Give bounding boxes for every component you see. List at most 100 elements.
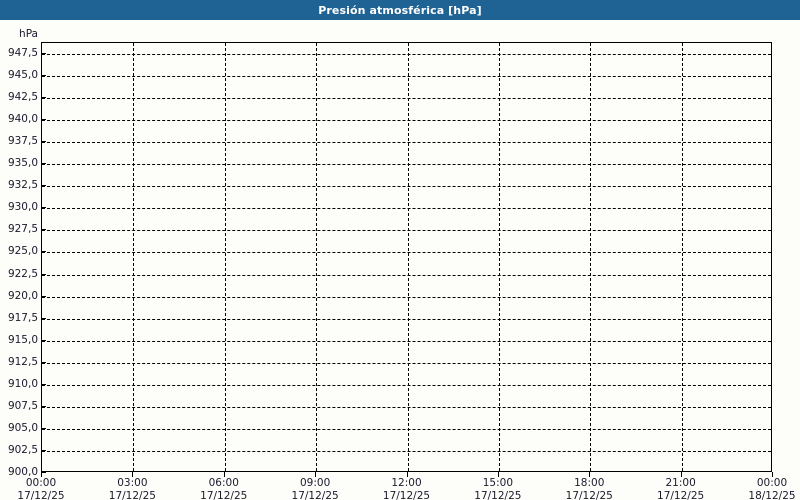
horizontal-gridline <box>42 252 771 254</box>
x-axis-tick-date: 17/12/25 <box>200 489 248 500</box>
x-axis-tick-time: 00:00 <box>25 477 57 489</box>
y-axis-tick-mark <box>41 141 46 143</box>
horizontal-gridline <box>42 186 771 188</box>
x-axis-tick-label: 15:00 17/12/25 <box>453 477 543 500</box>
y-axis-tick-label: 932,5 <box>7 179 38 192</box>
vertical-gridline <box>498 43 500 471</box>
vertical-gridline <box>133 43 135 471</box>
y-axis-tick-label: 920,0 <box>7 289 38 302</box>
x-axis-tick-label: 00:00 18/12/25 <box>727 477 800 500</box>
x-axis-tick-label: 21:00 17/12/25 <box>636 477 726 500</box>
horizontal-gridline <box>42 54 771 56</box>
x-axis-tick-mark <box>315 472 317 477</box>
y-axis-tick-mark <box>41 449 46 451</box>
x-axis-tick-time: 06:00 <box>208 477 239 489</box>
x-axis-tick-date: 17/12/25 <box>565 489 613 500</box>
x-axis-tick-date: 17/12/25 <box>291 489 339 500</box>
page-title: Presión atmosférica [hPa] <box>318 3 482 17</box>
y-axis-tick-mark <box>41 163 46 165</box>
y-axis-tick-label: 905,0 <box>7 421 38 434</box>
y-axis-tick-label: 910,0 <box>7 377 38 390</box>
y-axis-unit-label: hPa <box>19 28 38 40</box>
horizontal-gridline <box>42 340 771 342</box>
x-axis-tick-mark <box>772 472 773 477</box>
vertical-gridline <box>224 43 226 471</box>
x-axis-tick-date: 18/12/25 <box>748 489 796 500</box>
x-axis-tick-date: 17/12/25 <box>17 489 65 500</box>
y-axis-tick-mark <box>41 472 46 473</box>
horizontal-gridline <box>42 230 771 232</box>
y-axis-tick-label: 907,5 <box>7 399 38 412</box>
y-axis-tick-mark <box>41 119 46 121</box>
window-title-bar: Presión atmosférica [hPa] <box>0 0 800 20</box>
vertical-gridline <box>407 43 409 471</box>
y-axis-tick-mark <box>41 339 46 341</box>
y-axis-tick-label: 915,0 <box>7 333 38 346</box>
x-axis-tick-date: 17/12/25 <box>108 489 156 500</box>
vertical-gridline <box>316 43 318 471</box>
vertical-gridline <box>590 43 592 471</box>
y-axis-tick-label: 902,5 <box>7 443 38 456</box>
x-axis-tick-time: 12:00 <box>391 477 422 489</box>
horizontal-gridline <box>42 98 771 100</box>
horizontal-gridline <box>42 208 771 210</box>
horizontal-gridline <box>42 384 771 386</box>
y-axis-tick-mark <box>41 383 46 385</box>
x-axis-tick-label: 12:00 17/12/25 <box>362 477 452 500</box>
y-axis-tick-label: 922,5 <box>7 267 38 280</box>
x-axis-tick-mark <box>223 472 225 477</box>
y-axis-tick-label: 947,5 <box>7 47 38 60</box>
y-axis-tick-label: 945,0 <box>7 69 38 82</box>
horizontal-gridline <box>42 362 771 364</box>
x-axis-tick-label: 00:00 17/12/25 <box>0 477 86 500</box>
y-axis-tick-label: 927,5 <box>7 223 38 236</box>
y-axis-tick-label: 940,0 <box>7 113 38 126</box>
y-axis-tick-label: 912,5 <box>7 355 38 368</box>
x-axis-tick-label: 18:00 17/12/25 <box>544 477 634 500</box>
x-axis-tick-label: 09:00 17/12/25 <box>270 477 360 500</box>
y-axis-tick-label: 935,0 <box>7 157 38 170</box>
y-axis-tick-mark <box>41 317 46 319</box>
x-axis-tick-time: 03:00 <box>117 477 148 489</box>
y-axis-tick-label: 942,5 <box>7 91 38 104</box>
y-axis-tick-label: 917,5 <box>7 311 38 324</box>
horizontal-gridline <box>42 428 771 430</box>
x-axis-tick-date: 17/12/25 <box>474 489 522 500</box>
horizontal-gridline <box>42 274 771 276</box>
y-axis-labels: 947,5 945,0 942,5 940,0 937,5 935,0 932,5 930,0… <box>0 42 38 478</box>
y-axis-tick-mark <box>41 361 46 363</box>
y-axis-tick-label: 900,0 <box>7 466 38 478</box>
x-axis-tick-mark <box>132 472 134 477</box>
y-axis-tick-mark <box>41 53 46 55</box>
horizontal-gridline <box>42 296 771 298</box>
y-axis-tick-mark <box>41 185 46 187</box>
x-axis-tick-mark <box>406 472 408 477</box>
x-axis-tick-time: 00:00 <box>756 477 788 489</box>
horizontal-gridline <box>42 76 771 78</box>
x-axis-tick-time: 09:00 <box>299 477 331 489</box>
horizontal-gridline <box>42 120 771 122</box>
y-axis-tick-mark <box>41 75 46 77</box>
x-axis-tick-mark <box>680 472 682 477</box>
y-axis-tick-label: 937,5 <box>7 135 38 148</box>
x-axis-tick-mark <box>41 472 42 477</box>
horizontal-gridline <box>42 318 771 320</box>
horizontal-gridline <box>42 142 771 144</box>
horizontal-gridline <box>42 164 771 166</box>
x-axis-tick-mark <box>497 472 499 477</box>
y-axis-tick-label: 925,0 <box>7 245 38 258</box>
y-axis-tick-mark <box>41 273 46 275</box>
y-axis-tick-mark <box>41 97 46 99</box>
horizontal-gridline <box>42 406 771 408</box>
horizontal-gridline <box>42 450 771 452</box>
y-axis-tick-mark <box>41 405 46 407</box>
y-axis-tick-mark <box>41 427 46 429</box>
x-axis-tick-label: 03:00 17/12/25 <box>87 477 177 500</box>
x-axis-tick-time: 18:00 <box>574 477 605 489</box>
y-axis-tick-label: 930,0 <box>7 201 38 214</box>
vertical-gridline <box>681 43 683 471</box>
y-axis-tick-mark <box>41 207 46 209</box>
plot-area <box>41 42 772 472</box>
x-axis-tick-label: 06:00 17/12/25 <box>179 477 269 500</box>
